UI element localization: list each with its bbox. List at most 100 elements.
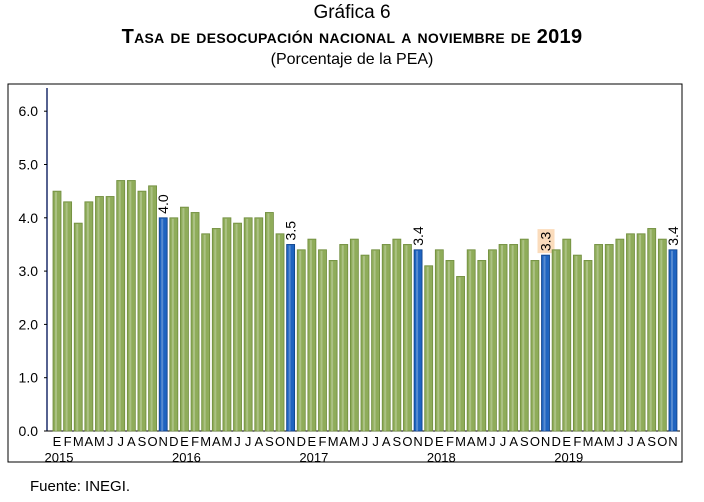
bar: [222, 217, 232, 432]
bar-highlight: [607, 245, 610, 431]
month-label: F: [191, 434, 199, 449]
chart-frame: [7, 83, 683, 463]
month-label: S: [393, 434, 402, 449]
bar-highlight: [628, 234, 631, 431]
month-label: N: [668, 434, 677, 449]
bar: [349, 238, 359, 432]
bar: [328, 260, 338, 432]
bar: [594, 244, 604, 432]
month-label: S: [647, 434, 656, 449]
bar: [530, 260, 540, 432]
month-label: J: [234, 434, 241, 449]
month-label: M: [349, 434, 360, 449]
bar-highlight: [331, 261, 334, 431]
bar-highlight: [214, 229, 217, 431]
month-label: A: [339, 434, 348, 449]
bar: [84, 201, 94, 432]
bar-highlight: [139, 192, 142, 431]
month-label: F: [64, 434, 72, 449]
month-label: O: [275, 434, 285, 449]
bar: [254, 217, 264, 432]
bar: [647, 228, 657, 432]
y-tick-label: 6.0: [19, 103, 39, 119]
year-label: 2018: [427, 450, 456, 465]
data-label: 3.4: [665, 226, 681, 246]
bar: [583, 260, 593, 432]
bar: [434, 249, 444, 432]
month-label: O: [402, 434, 412, 449]
month-label: M: [200, 434, 211, 449]
month-label: J: [117, 434, 124, 449]
bar-highlight: [543, 256, 546, 431]
bar-highlight: [352, 240, 355, 431]
month-label: D: [424, 434, 433, 449]
bar-highlight: [554, 250, 557, 431]
bar: [509, 244, 519, 432]
bar-highlight: [309, 240, 312, 431]
bar: [307, 238, 317, 432]
y-tick-label: 0.0: [19, 423, 39, 439]
year-label: 2017: [299, 450, 328, 465]
bar: [52, 190, 62, 432]
bar-highlight: [235, 224, 238, 431]
month-label: S: [265, 434, 274, 449]
bar: [498, 244, 508, 432]
bar-highlight: [341, 245, 344, 431]
bar-highlight: [246, 218, 249, 431]
month-label: A: [127, 434, 136, 449]
bar-highlight: [469, 250, 472, 431]
month-label: S: [520, 434, 529, 449]
bar-highlight: [86, 202, 89, 431]
source-note: Fuente: INEGI.: [30, 478, 131, 495]
bar: [360, 254, 370, 432]
bar-highlight: [97, 197, 100, 431]
bar-highlight: [161, 218, 164, 431]
bar-highlight: [129, 181, 132, 431]
bar-highlight: [320, 250, 323, 431]
bar-highlight: [76, 224, 79, 431]
year-label: 2015: [45, 450, 74, 465]
bar: [318, 249, 327, 432]
bar-highlight: [596, 245, 599, 431]
bar: [413, 249, 423, 432]
bar-highlight: [118, 181, 121, 431]
month-label: A: [594, 434, 603, 449]
bar: [137, 190, 147, 432]
month-label: N: [541, 434, 550, 449]
bar: [466, 249, 476, 432]
month-label: F: [446, 434, 454, 449]
bar-highlight: [670, 250, 673, 431]
bar: [615, 238, 625, 432]
bar: [657, 238, 667, 432]
bar-highlight: [193, 213, 196, 431]
month-label: A: [637, 434, 646, 449]
bar-highlight: [511, 245, 514, 431]
bar: [477, 260, 487, 432]
month-label: M: [221, 434, 232, 449]
bar: [148, 185, 157, 432]
bar: [158, 217, 168, 432]
bar: [73, 222, 83, 432]
chart-units: (Porcentaje de la PEA): [270, 51, 434, 68]
month-label: A: [212, 434, 221, 449]
data-label: 3.4: [410, 226, 426, 246]
bar: [604, 244, 614, 432]
bar: [488, 249, 497, 432]
month-label: J: [500, 434, 507, 449]
bar-highlight: [447, 261, 450, 431]
month-label: A: [382, 434, 391, 449]
month-label: A: [509, 434, 518, 449]
month-label: E: [435, 434, 444, 449]
bar: [403, 244, 412, 432]
bar-highlight: [649, 229, 652, 431]
bar-highlight: [224, 218, 227, 431]
bar-highlight: [639, 234, 642, 431]
month-label: J: [107, 434, 114, 449]
bar: [541, 254, 550, 432]
bar-highlight: [288, 245, 291, 431]
bar-highlight: [490, 250, 493, 431]
bar: [562, 238, 572, 432]
bar-highlight: [479, 261, 482, 431]
month-label: D: [551, 434, 560, 449]
